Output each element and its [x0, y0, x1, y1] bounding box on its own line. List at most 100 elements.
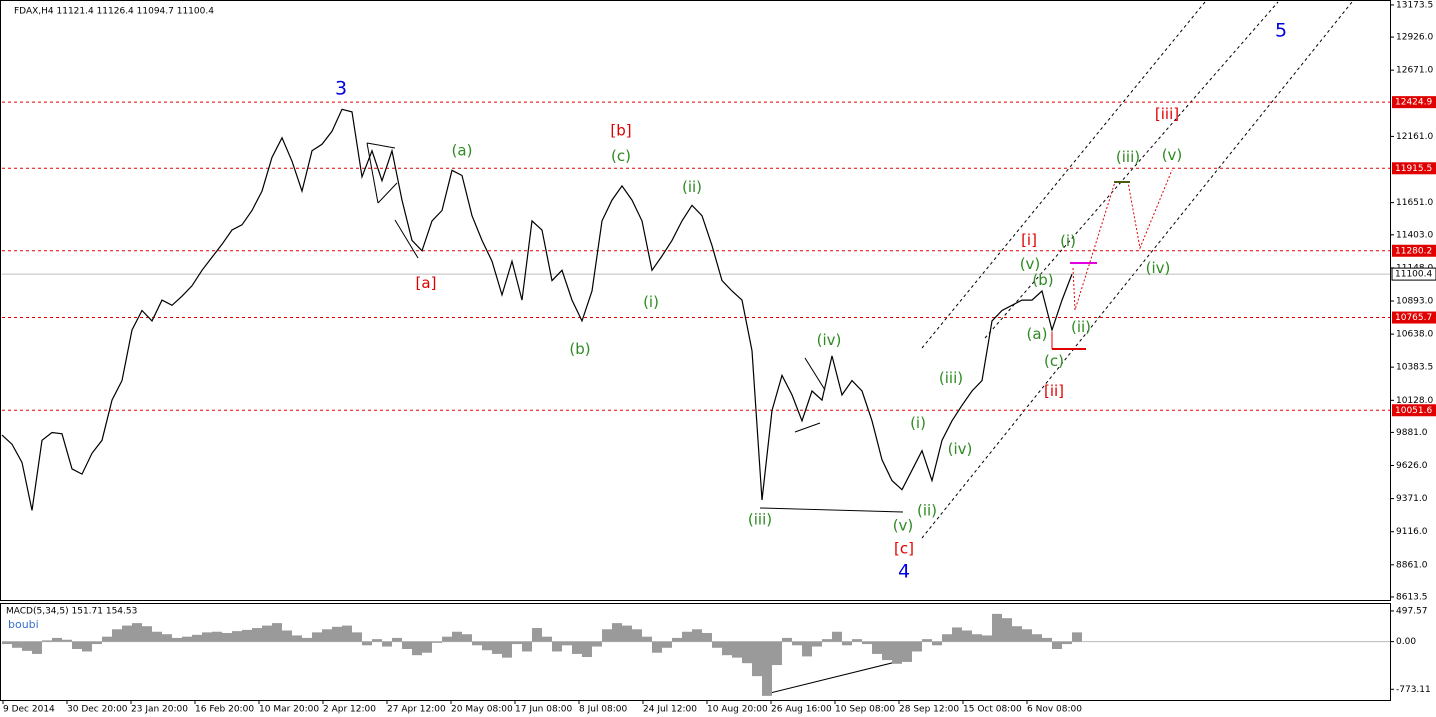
macd-bar: [712, 641, 722, 648]
y-tick-label: 12671.0: [1396, 66, 1433, 76]
trend-lines: [366, 1, 1353, 696]
macd-bar: [862, 641, 872, 645]
macd-bar: [772, 641, 782, 666]
wave-label: (c): [1044, 352, 1064, 370]
wave-label: (v): [1162, 146, 1183, 164]
macd-bar: [112, 629, 122, 642]
macd-bar: [312, 632, 322, 642]
macd-bar: [402, 641, 412, 650]
current-price-box: [1391, 267, 1436, 281]
wave-label: (ii): [682, 178, 702, 196]
wave-label: [i]: [1021, 231, 1037, 249]
level-label: 10051.6: [1395, 406, 1432, 416]
macd-bar: [682, 631, 692, 642]
macd-bar: [62, 639, 72, 642]
macd-bar: [962, 630, 972, 642]
macd-bar: [882, 641, 892, 661]
macd-bar: [482, 641, 492, 651]
x-tick-label: 24 Jul 12:00: [643, 705, 697, 715]
wave-label: (iii): [1116, 148, 1140, 166]
wave-label: (iv): [948, 440, 973, 458]
level-label: 11915.5: [1395, 164, 1432, 174]
wave-label: (iii): [748, 511, 772, 529]
macd-bar: [872, 641, 882, 654]
macd-bar: [632, 629, 642, 642]
macd-bar: [762, 641, 772, 696]
x-tick-label: 8 Jul 08:00: [579, 705, 628, 715]
macd-bar: [302, 637, 312, 642]
wave-label: (b): [569, 340, 590, 358]
x-tick-label: 28 Sep 12:00: [899, 705, 959, 715]
triangle-line: [366, 142, 396, 149]
macd-bar: [292, 635, 302, 642]
macd-bar: [592, 641, 602, 647]
macd-bar: [982, 635, 992, 642]
macd-bar: [952, 627, 962, 642]
macd-bar: [992, 613, 1002, 642]
macd-title: MACD(5,34,5) 151.71 154.53: [6, 607, 137, 617]
macd-bar: [972, 634, 982, 642]
wave-label: 4: [898, 560, 910, 582]
macd-bar: [582, 641, 592, 658]
x-tick-label: 15 Oct 08:00: [963, 705, 1022, 715]
wave-label: (ii): [1071, 318, 1091, 336]
macd-bar: [782, 637, 792, 642]
channel-middle: [984, 1, 1279, 339]
macd-bar: [212, 631, 222, 642]
level-label-box: [1392, 162, 1436, 175]
macd-bar: [512, 641, 522, 645]
x-tick-label: 27 Apr 12:00: [387, 705, 446, 715]
macd-bar: [752, 641, 762, 677]
y-tick-label: 12926.0: [1396, 33, 1433, 43]
macd-bar: [192, 634, 202, 642]
wave-label: [ii]: [1044, 382, 1064, 400]
macd-bar: [902, 641, 912, 662]
level-label-box: [1392, 96, 1436, 109]
y-tick-label: 12161.0: [1396, 132, 1433, 142]
divergence-line: [761, 657, 913, 696]
wave-label: (iv): [1146, 259, 1171, 277]
price-line: [1, 108, 1073, 511]
x-tick-label: 30 Dec 20:00: [67, 705, 128, 715]
macd-bar: [572, 641, 582, 654]
macd-bar: [242, 629, 252, 642]
macd-bar: [142, 626, 152, 642]
x-tick-label: 10 Aug 20:00: [707, 705, 768, 715]
chart-title: FDAX,H4 11121.4 11126.4 11094.7 11100.4: [14, 7, 214, 17]
macd-bar: [412, 641, 422, 656]
macd-panel: [0, 603, 1391, 701]
macd-bar: [672, 637, 682, 642]
y-tick-label: 497.57: [1396, 606, 1428, 616]
y-tick-label: 11651.0: [1396, 198, 1433, 208]
macd-bar: [792, 641, 802, 646]
macd-bar: [262, 625, 272, 642]
wave-label: (a): [1027, 325, 1048, 343]
wave-label: (i): [1060, 232, 1076, 250]
macd-bar: [702, 632, 712, 642]
level-label-box: [1392, 404, 1436, 417]
wave-label: [c]: [894, 540, 914, 558]
macd-bar: [162, 634, 172, 642]
y-tick-label: 8861.0: [1396, 560, 1428, 570]
x-tick-label: 20 May 08:00: [451, 705, 513, 715]
y-tick-label: 10128.0: [1396, 396, 1433, 406]
wave-label: (b): [1032, 271, 1053, 289]
macd-bar: [202, 632, 212, 642]
macd-bar: [282, 630, 292, 642]
x-tick-label: 17 Jun 08:00: [515, 705, 572, 715]
y-tick-label: 9881.0: [1396, 428, 1428, 438]
macd-bar: [502, 641, 512, 658]
wave-label: (iv): [817, 331, 842, 349]
macd-bar: [72, 641, 82, 650]
x-tick-label: 16 Feb 20:00: [195, 705, 254, 715]
level-label: 10765.7: [1395, 313, 1432, 323]
macd-bar: [912, 641, 922, 652]
triangle-line: [377, 182, 398, 204]
x-tick-label: 10 Sep 08:00: [835, 705, 895, 715]
macd-bar: [1042, 637, 1052, 642]
wave-label: [a]: [416, 274, 437, 292]
macd-bar: [382, 641, 392, 647]
macd-bar: [522, 641, 532, 652]
macd-bar: [662, 641, 672, 648]
